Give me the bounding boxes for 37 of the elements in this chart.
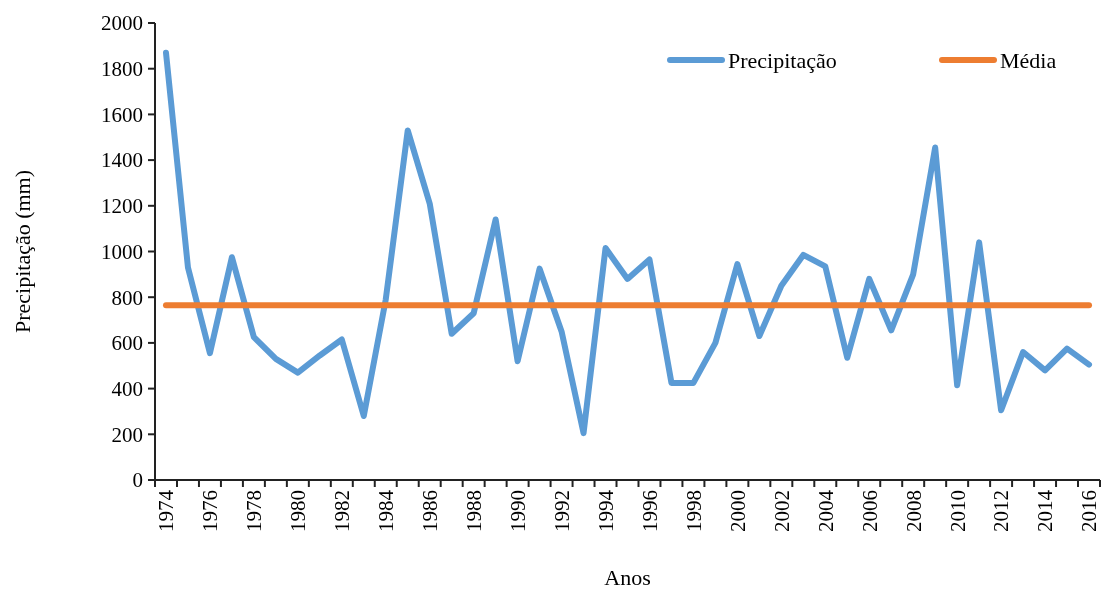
x-tick-label: 1978 xyxy=(242,490,267,532)
x-tick-label: 1998 xyxy=(681,490,706,532)
y-tick-label: 800 xyxy=(111,285,143,310)
x-tick-label: 2014 xyxy=(1033,489,1058,532)
x-tick-label: 1980 xyxy=(286,490,311,532)
x-tick-label: 2000 xyxy=(725,490,750,532)
x-tick-label: 1976 xyxy=(198,490,223,532)
x-tick-label: 1988 xyxy=(462,490,487,532)
y-tick-label: 1600 xyxy=(101,102,143,127)
x-tick-label: 1986 xyxy=(418,490,443,532)
x-axis-title: Anos xyxy=(604,565,651,590)
y-tick-label: 2000 xyxy=(101,11,143,36)
x-tick-label: 2016 xyxy=(1077,490,1102,532)
x-tick-label: 1990 xyxy=(505,490,530,532)
y-tick-label: 1200 xyxy=(101,194,143,219)
x-tick-label: 1982 xyxy=(330,490,355,532)
x-tick-label: 1974 xyxy=(154,489,179,532)
legend-label: Precipitação xyxy=(728,47,837,73)
y-tick-label: 0 xyxy=(132,468,143,493)
y-tick-label: 1400 xyxy=(101,148,143,173)
x-tick-label: 1994 xyxy=(593,489,618,532)
x-tick-label: 1984 xyxy=(374,489,399,532)
x-tick-label: 2010 xyxy=(945,490,970,532)
x-tick-label: 2004 xyxy=(813,489,838,532)
x-tick-label: 2006 xyxy=(857,490,882,532)
x-tick-label: 2008 xyxy=(901,490,926,532)
x-tick-label: 1992 xyxy=(549,490,574,532)
y-tick-label: 400 xyxy=(111,376,143,401)
legend-label: Média xyxy=(1000,47,1057,73)
y-tick-label: 600 xyxy=(111,331,143,356)
y-tick-label: 1800 xyxy=(101,57,143,82)
y-axis-title: Precipitação (mm) xyxy=(10,169,35,334)
y-tick-label: 200 xyxy=(111,422,143,447)
x-tick-label: 1996 xyxy=(637,490,662,532)
x-tick-label: 2012 xyxy=(989,490,1014,532)
x-tick-label: 2002 xyxy=(769,490,794,532)
y-tick-label: 1000 xyxy=(101,239,143,264)
